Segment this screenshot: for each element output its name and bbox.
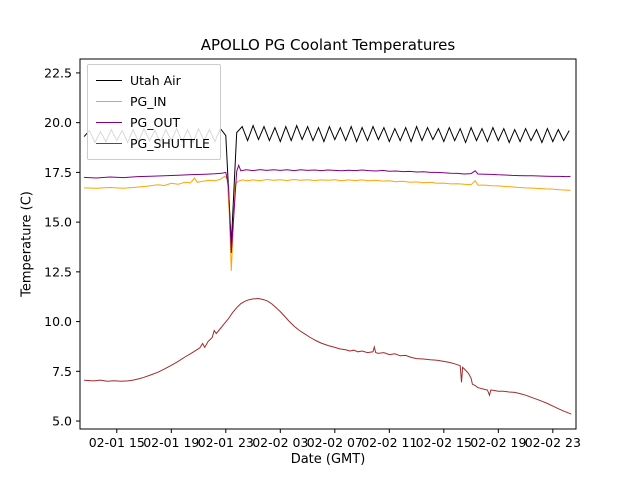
x-tick-label: 02-01 19 bbox=[143, 435, 199, 450]
x-axis-label: Date (GMT) bbox=[290, 452, 366, 467]
legend-label: PG_OUT bbox=[130, 115, 181, 130]
y-tick-label: 12.5 bbox=[44, 264, 72, 279]
legend-label: PG_SHUTTLE bbox=[130, 136, 210, 151]
legend-label: PG_IN bbox=[130, 94, 167, 109]
y-tick-label: 10.0 bbox=[44, 314, 72, 329]
y-tick-label: 20.0 bbox=[44, 115, 72, 130]
chart-title: APOLLO PG Coolant Temperatures bbox=[200, 36, 456, 54]
series-line-pg_shuttle bbox=[84, 297, 572, 415]
legend: Utah Air PG_IN PG_OUT PG_SHUTTLE bbox=[87, 64, 221, 160]
axes-frame bbox=[79, 58, 577, 430]
x-tick-label: 02-02 19 bbox=[470, 435, 526, 450]
legend-line-swatch bbox=[96, 101, 122, 102]
x-tick-label: 02-02 11 bbox=[361, 435, 417, 450]
y-tick-label: 5.0 bbox=[52, 414, 72, 429]
y-tick-label: 15.0 bbox=[44, 215, 72, 230]
y-tick-label: 7.5 bbox=[52, 364, 72, 379]
x-tick-label: 02-01 23 bbox=[198, 435, 254, 450]
x-tick-label: 02-02 15 bbox=[416, 435, 472, 450]
legend-line-swatch bbox=[96, 143, 122, 144]
x-tick-label: 02-02 07 bbox=[307, 435, 363, 450]
x-tick-label: 02-02 23 bbox=[525, 435, 581, 450]
series-line-pg_out bbox=[84, 163, 571, 254]
legend-entry-utah-air: Utah Air bbox=[96, 70, 210, 91]
legend-entry-pg_out: PG_OUT bbox=[96, 112, 210, 133]
legend-entry-pg_in: PG_IN bbox=[96, 91, 210, 112]
y-tick-label: 17.5 bbox=[44, 165, 72, 180]
legend-label: Utah Air bbox=[130, 73, 181, 88]
legend-entry-pg_shuttle: PG_SHUTTLE bbox=[96, 133, 210, 154]
legend-line-swatch bbox=[96, 122, 122, 123]
x-tick-label: 02-01 15 bbox=[89, 435, 145, 450]
y-tick-label: 22.5 bbox=[44, 65, 72, 80]
x-tick-label: 02-02 03 bbox=[252, 435, 308, 450]
series-line-pg_in bbox=[84, 175, 571, 271]
legend-line-swatch bbox=[96, 80, 122, 81]
